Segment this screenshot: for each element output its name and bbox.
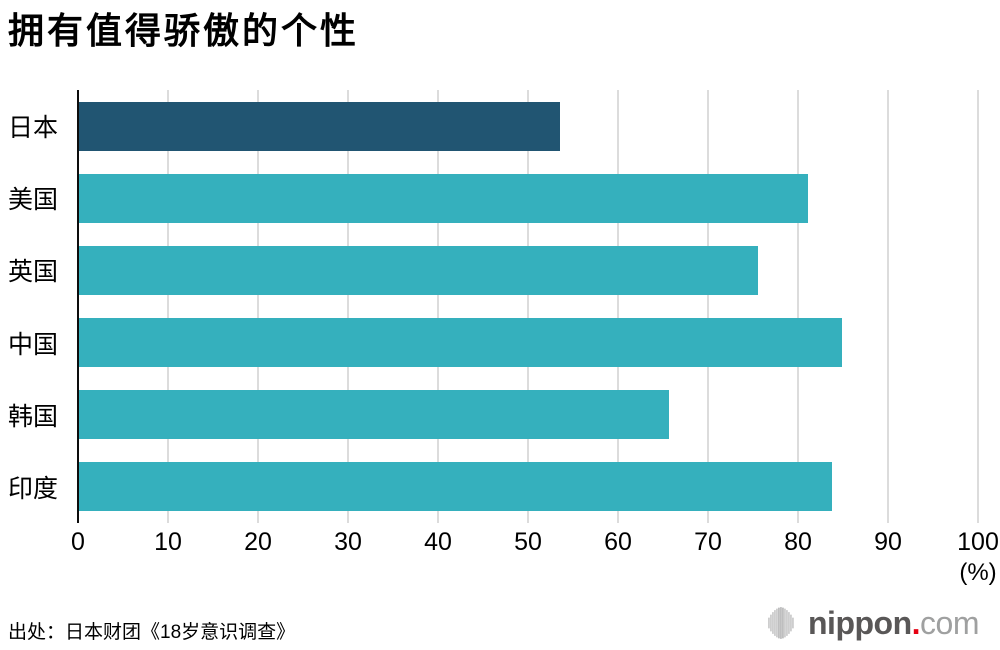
category-label: 中国: [8, 330, 59, 359]
source-note: 出处：日本财团《18岁意识调查》: [8, 622, 296, 643]
gridline: [797, 90, 799, 523]
bar-row: [78, 379, 978, 451]
category-label: 美国: [8, 186, 59, 215]
logo-tld: com: [920, 605, 979, 641]
x-axis-labels: 0 10 20 30 40 50 60 70 80 90 100: [71, 528, 999, 556]
x-tick-label: 60: [604, 528, 632, 556]
bar-row: [78, 451, 978, 523]
chart-title: 拥有值得骄傲的个性: [8, 10, 360, 51]
x-tick-label: 80: [784, 528, 812, 556]
gridline: [977, 90, 979, 523]
gridline: [257, 90, 259, 523]
gridline: [887, 90, 889, 523]
category-label: 印度: [8, 474, 59, 503]
bar: [78, 390, 670, 440]
x-tick-label: 40: [424, 528, 452, 556]
x-tick-label: 0: [71, 528, 85, 556]
plot-area: [77, 90, 979, 523]
y-axis-line: [77, 90, 79, 523]
category-labels: 日本美国英国中国韩国印度: [8, 90, 74, 523]
x-tick-label: 100: [957, 528, 999, 556]
bar: [78, 101, 560, 151]
logo-text: nippon.com: [808, 603, 979, 643]
category-label: 英国: [8, 258, 59, 287]
category-label: 日本: [8, 114, 59, 143]
logo-brand: nippon: [808, 605, 912, 641]
gridline: [617, 90, 619, 523]
gridline: [707, 90, 709, 523]
x-tick-label: 50: [514, 528, 542, 556]
logo-dot: .: [911, 605, 921, 641]
bar-row: [78, 90, 978, 162]
nippon-logo: nippon.com: [768, 603, 979, 643]
bar: [78, 245, 758, 295]
gridline: [167, 90, 169, 523]
gridline: [347, 90, 349, 523]
unit-label: (%): [959, 559, 997, 586]
x-tick-label: 30: [334, 528, 362, 556]
x-tick-label: 20: [244, 528, 272, 556]
gridline: [527, 90, 529, 523]
x-tick-label: 10: [154, 528, 182, 556]
bar: [78, 462, 833, 512]
x-tick-label: 70: [694, 528, 722, 556]
bar-row: [78, 162, 978, 234]
bar: [78, 173, 808, 223]
gridline: [437, 90, 439, 523]
bar-row: [78, 234, 978, 306]
bar-row: [78, 307, 978, 379]
bars-container: [78, 90, 978, 523]
x-tick-label: 90: [874, 528, 902, 556]
waveform-sphere-icon: [768, 607, 794, 639]
category-label: 韩国: [8, 402, 59, 431]
bar: [78, 318, 843, 368]
